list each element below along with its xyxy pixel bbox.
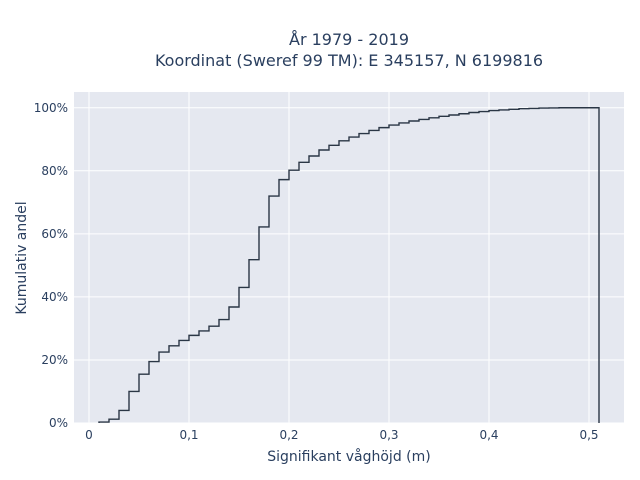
chart-title-line2: Koordinat (Sweref 99 TM): E 345157, N 61… — [155, 51, 543, 70]
chart-title-line1: År 1979 - 2019 — [289, 30, 409, 49]
y-tick-label: 100% — [34, 101, 68, 115]
y-tick-label: 40% — [41, 290, 68, 304]
x-tick-label: 0,1 — [179, 428, 198, 442]
grid-lines — [74, 92, 624, 424]
x-axis-title: Signifikant våghöjd (m) — [267, 448, 430, 465]
y-tick-label: 0% — [49, 416, 68, 430]
y-axis-ticks: 0% 20% 40% 60% 80% 100% — [34, 101, 68, 430]
y-tick-label: 80% — [41, 164, 68, 178]
y-tick-label: 20% — [41, 353, 68, 367]
x-tick-label: 0,4 — [479, 428, 498, 442]
x-tick-label: 0,3 — [379, 428, 398, 442]
x-tick-label: 0,2 — [279, 428, 298, 442]
series-layer — [98, 107, 600, 423]
y-axis-title: Kumulativ andel — [14, 201, 30, 314]
x-tick-label: 0,5 — [579, 428, 598, 442]
cumulative-step-line — [98, 107, 600, 423]
plot-area — [74, 92, 624, 423]
x-axis-ticks: 0 0,1 0,2 0,3 0,4 0,5 — [85, 428, 598, 442]
y-tick-label: 60% — [41, 227, 68, 241]
x-tick-label: 0 — [85, 428, 93, 442]
